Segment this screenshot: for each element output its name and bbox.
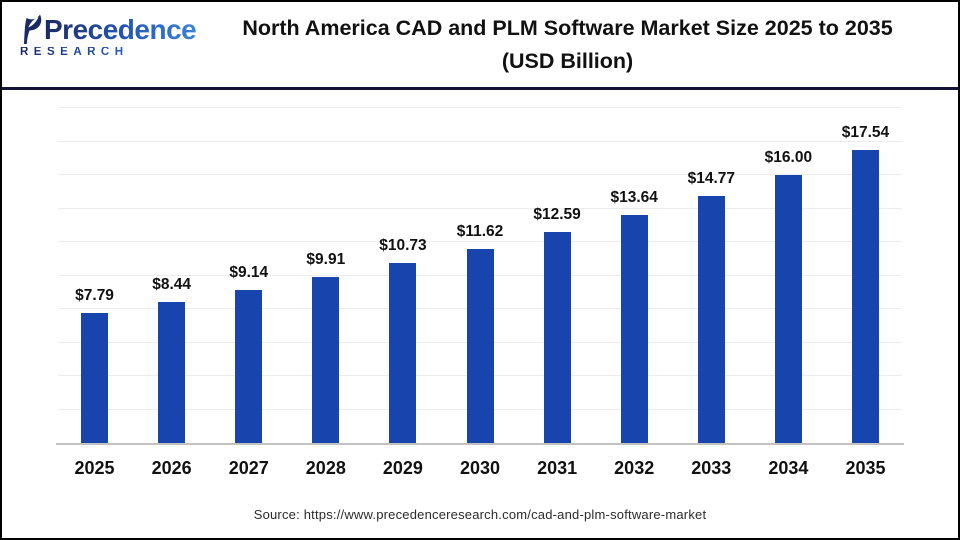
- x-axis-label: 2026: [151, 457, 192, 478]
- bar-column: $16.00: [750, 100, 827, 443]
- gridline: [58, 140, 902, 142]
- bar-value-label: $10.73: [379, 237, 427, 255]
- x-axis-line: [56, 443, 904, 445]
- bar-column: $11.62: [441, 100, 518, 443]
- logo-subtitle-text: RESEARCH: [20, 46, 196, 59]
- x-axis-label: 2035: [845, 457, 886, 478]
- bar-value-label: $17.54: [841, 123, 890, 141]
- logo-wordmark: Precedence: [20, 14, 197, 45]
- bar: [312, 277, 340, 443]
- header: Precedence RESEARCH North America CAD an…: [2, 2, 958, 87]
- bar: [543, 232, 571, 443]
- bar: [620, 214, 648, 443]
- bar: [466, 248, 494, 443]
- bar-column: $12.59: [519, 100, 596, 443]
- bar-value-label: $11.62: [456, 222, 504, 240]
- x-axis-label: 2027: [228, 457, 269, 478]
- bar-value-label: $7.79: [75, 286, 114, 304]
- header-divider: [2, 87, 958, 90]
- bar-value-label: $9.14: [229, 264, 269, 282]
- bar-column: $17.54: [827, 100, 904, 443]
- x-axis-label: 2030: [459, 457, 501, 478]
- bar: [851, 149, 879, 443]
- logo-brand-text: Precedence: [44, 14, 197, 45]
- bar-value-label: $13.64: [610, 188, 658, 206]
- gridline: [58, 107, 902, 109]
- x-axis-label: 2033: [691, 457, 732, 478]
- bar: [81, 312, 109, 443]
- bar-value-label: $9.91: [306, 251, 346, 269]
- plot-area: $7.79 $8.44 $9.14 $9.91 $10.73 $11.62 $12.59 $1…: [56, 100, 904, 443]
- bar-column: $8.44: [133, 100, 210, 443]
- bar: [389, 263, 417, 443]
- bar-value-label: $14.77: [687, 169, 735, 187]
- bar: [774, 175, 802, 443]
- bar-column: $13.64: [596, 100, 673, 443]
- bar-column: $14.77: [673, 100, 750, 443]
- x-axis-labels: 2025 2026 2027 2028 2029 2030 2031 2032 2033 2034…: [56, 445, 904, 491]
- x-axis-label: 2034: [768, 457, 809, 478]
- x-axis-label: 2025: [74, 457, 115, 478]
- bar-value-label: $12.59: [533, 206, 581, 224]
- gridline: [58, 174, 902, 176]
- bars-row: $7.79 $8.44 $9.14 $9.91 $10.73 $11.62 $12.59 $1…: [56, 100, 904, 443]
- gridline: [58, 207, 902, 209]
- bar: [158, 301, 186, 443]
- bar: [235, 290, 263, 443]
- chart-title-line2: (USD Billion): [501, 48, 634, 73]
- chart-title-line1: North America CAD and PLM Software Marke…: [242, 16, 893, 41]
- bar-value-label: $16.00: [764, 149, 813, 167]
- x-axis-label: 2029: [382, 457, 423, 478]
- x-axis-label: 2028: [305, 457, 346, 478]
- bar: [697, 195, 725, 443]
- chart-area: $7.79 $8.44 $9.14 $9.91 $10.73 $11.62 $12.59 $1…: [2, 90, 958, 491]
- bar-value-label: $8.44: [152, 275, 192, 293]
- leaf-logo-icon: [20, 14, 42, 44]
- x-axis-label: 2032: [614, 457, 655, 478]
- bar-column: $7.79: [56, 100, 133, 443]
- source-text: Source: https://www.precedenceresearch.c…: [253, 507, 707, 522]
- x-axis-label: 2031: [537, 457, 578, 478]
- bar-column: $9.14: [210, 100, 287, 443]
- bar-column: $10.73: [364, 100, 441, 443]
- bar-column: $9.91: [287, 100, 364, 443]
- page-title: North America CAD and PLM Software Marke…: [177, 12, 958, 77]
- precedence-research-logo: Precedence RESEARCH: [20, 14, 197, 59]
- gridline: [58, 241, 902, 243]
- footer: Source: https://www.precedenceresearch.c…: [2, 491, 958, 538]
